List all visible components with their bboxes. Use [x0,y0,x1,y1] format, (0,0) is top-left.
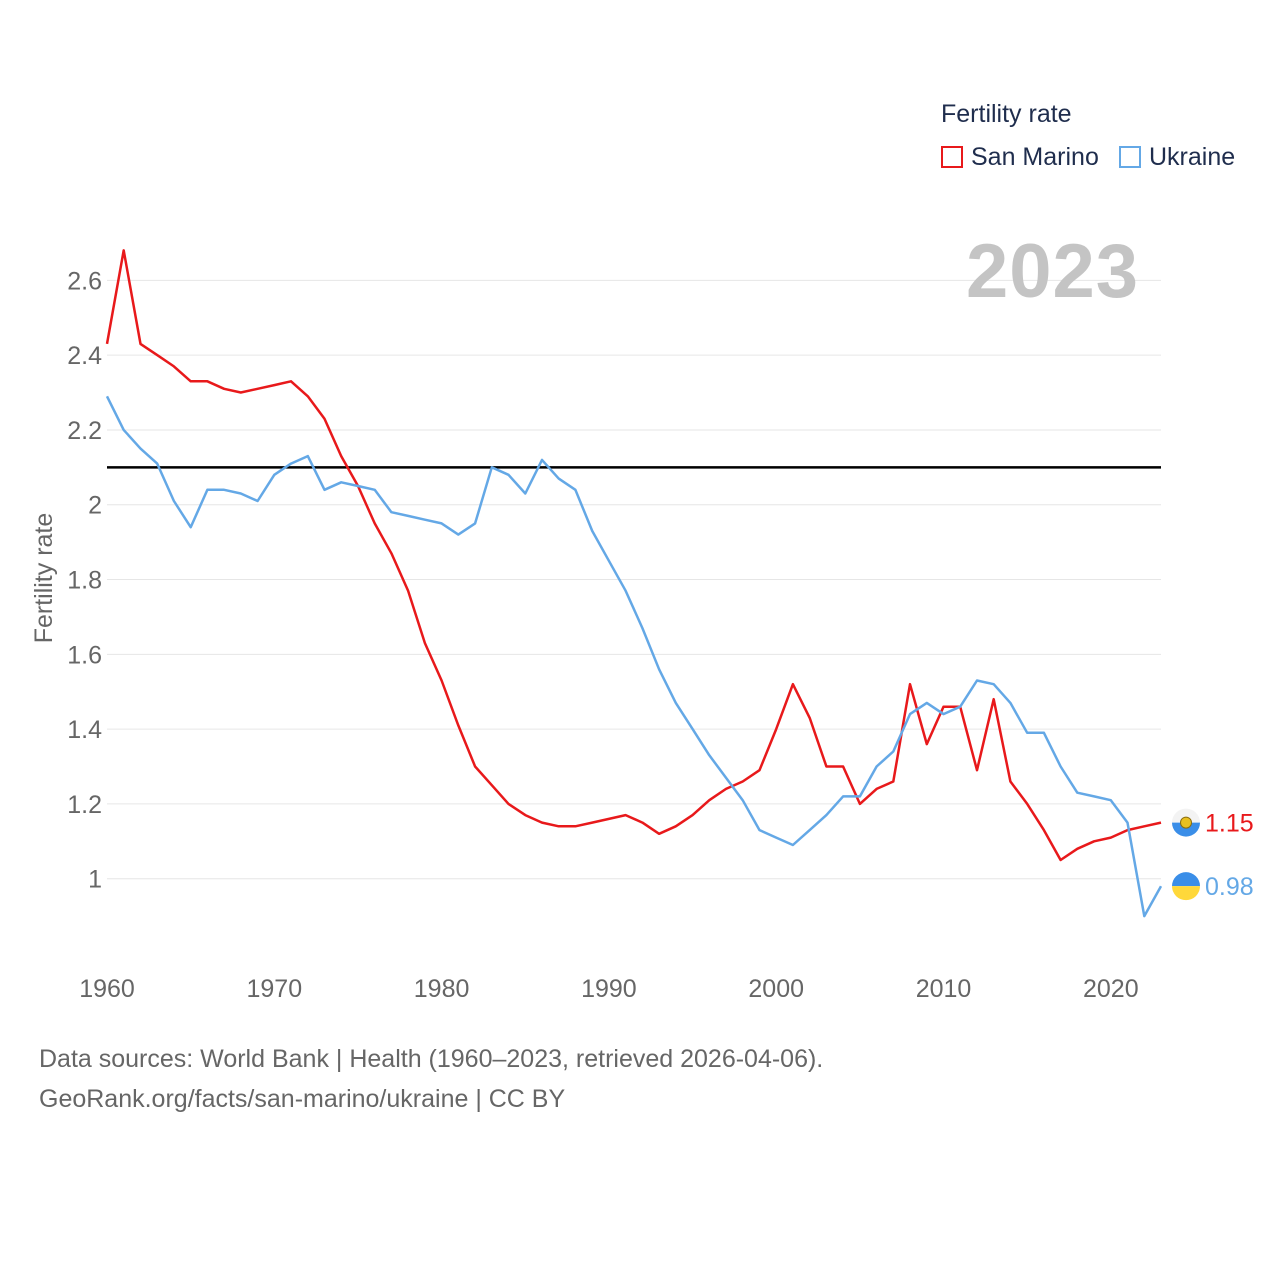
y-axis-ticks: 1 1.2 1.4 1.6 1.8 2 2.2 2.4 2.6 [67,267,102,893]
legend-item-san-marino[interactable]: San Marino [941,142,1099,172]
flag-icon-san-marino-emblem [1180,816,1192,829]
y-tick-label: 2 [88,492,102,520]
legend-title: Fertility rate [941,100,1072,128]
year-label: 2023 [966,229,1140,314]
y-tick-label: 1.2 [67,791,102,819]
flag-icon-ukraine [1172,872,1200,901]
x-tick-label: 2010 [916,975,972,1003]
y-tick-label: 2.4 [67,342,102,370]
flag-icon-san-marino [1172,808,1200,837]
legend-swatch-ukraine [1119,146,1141,168]
y-tick-label: 1.4 [67,716,102,744]
series-end-markers: 1.15 0.98 [1172,808,1254,901]
series-group [105,249,1163,918]
end-value-label-ukraine: 0.98 [1205,873,1254,901]
footer-attribution[interactable]: GeoRank.org/facts/san-marino/ukraine | C… [39,1085,566,1113]
legend-label-ukraine: Ukraine [1149,142,1236,171]
flag-icon-ukraine-top [1172,872,1200,887]
y-axis-label: Fertility rate [30,513,58,644]
x-tick-label: 2000 [748,975,804,1003]
series-line-san-marino [105,249,1162,862]
y-tick-label: 1 [88,866,102,894]
y-tick-label: 2.6 [67,267,102,295]
legend-item-ukraine[interactable]: Ukraine [1119,142,1235,172]
x-tick-label: 1990 [581,975,637,1003]
x-axis-ticks: 1960 1970 1980 1990 2000 2010 2020 [79,975,1138,1003]
x-tick-label: 1980 [414,975,470,1003]
flag-icon-ukraine-bottom [1172,886,1200,901]
series-line-ukraine [105,395,1163,918]
y-tick-label: 1.8 [67,567,102,595]
x-tick-label: 1960 [79,975,135,1003]
y-tick-label: 2.2 [67,417,102,445]
flag-icon-san-marino-top [1172,808,1200,823]
legend-swatch-san-marino [941,146,963,168]
flag-icon-san-marino-bottom [1172,822,1200,837]
x-tick-label: 2020 [1083,975,1139,1003]
footer-sources: Data sources: World Bank | Health (1960–… [39,1045,824,1073]
x-tick-label: 1970 [246,975,302,1003]
legend-label-san-marino: San Marino [971,142,1099,171]
end-value-label-san-marino: 1.15 [1205,810,1254,838]
grid-lines [107,279,1161,880]
y-tick-label: 1.6 [67,641,102,669]
